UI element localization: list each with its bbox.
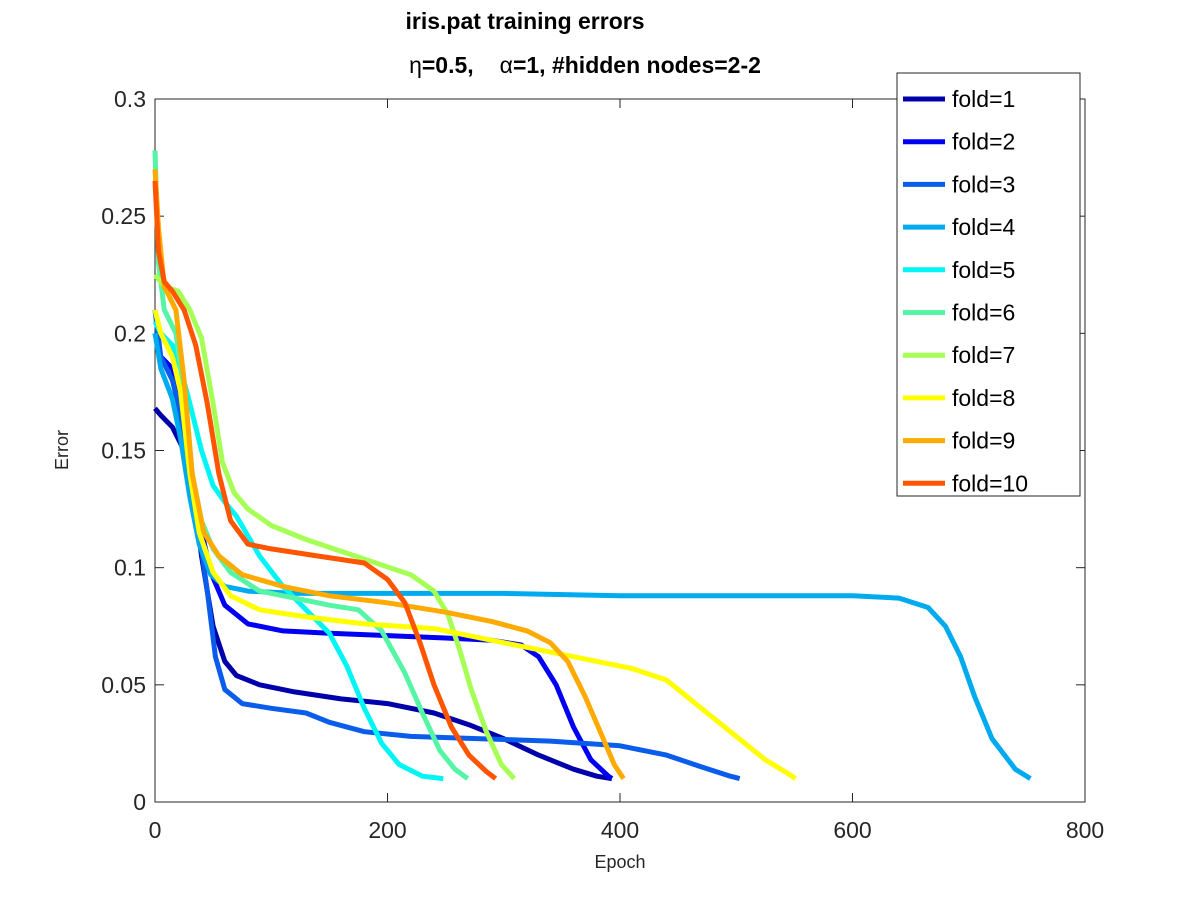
eta-value: =0.5, bbox=[422, 52, 474, 78]
y-tick-label: 0.2 bbox=[114, 320, 146, 346]
y-axis-label: Error bbox=[52, 430, 72, 470]
legend-label-fold-3: fold=3 bbox=[952, 171, 1015, 197]
legend-label-fold-10: fold=10 bbox=[952, 470, 1028, 496]
series-line-fold-8 bbox=[152, 309, 797, 781]
axis-ticks: 0 200 400 600 800 0 0.05 0.1 0.15 0.2 0.25 0.3 bbox=[101, 86, 1104, 843]
series-line-fold-10 bbox=[152, 180, 498, 781]
series-line-fold-9 bbox=[152, 169, 626, 780]
y-tick-label: 0.25 bbox=[101, 203, 146, 229]
series-line-fold-6 bbox=[152, 150, 470, 781]
alpha-and-nodes: =1, #hidden nodes=2-2 bbox=[513, 52, 761, 78]
y-tick-label: 0.1 bbox=[114, 555, 146, 581]
x-tick-label: 800 bbox=[1066, 817, 1104, 843]
series-layer bbox=[152, 150, 1032, 782]
x-tick-label: 400 bbox=[601, 817, 639, 843]
y-tick-label: 0.15 bbox=[101, 438, 146, 464]
eta-symbol: η bbox=[409, 52, 422, 78]
x-tick-label: 0 bbox=[149, 817, 162, 843]
chart-subtitle: η=0.5, α=1, #hidden nodes=2-2 bbox=[409, 52, 761, 78]
x-axis-label: Epoch bbox=[594, 852, 645, 872]
legend-label-fold-9: fold=9 bbox=[952, 428, 1015, 454]
legend: fold=1 fold=2 fold=3 fold=4 fold=5 fold=6 fold… bbox=[896, 72, 1081, 497]
y-tick-label: 0.3 bbox=[114, 86, 146, 112]
chart-title: iris.pat training errors bbox=[405, 8, 644, 34]
legend-label-fold-7: fold=7 bbox=[952, 342, 1015, 368]
y-tick-label: 0.05 bbox=[101, 672, 146, 698]
legend-label-fold-2: fold=2 bbox=[952, 129, 1015, 155]
x-tick-label: 600 bbox=[833, 817, 871, 843]
legend-label-fold-1: fold=1 bbox=[952, 86, 1015, 112]
legend-label-fold-5: fold=5 bbox=[952, 257, 1015, 283]
series-line-fold-7 bbox=[153, 273, 517, 781]
legend-label-fold-6: fold=6 bbox=[952, 300, 1015, 326]
series-line-fold-4 bbox=[152, 332, 1032, 781]
legend-label-fold-8: fold=8 bbox=[952, 385, 1015, 411]
y-tick-label: 0 bbox=[133, 789, 146, 815]
alpha-symbol: α bbox=[500, 52, 513, 78]
legend-label-fold-4: fold=4 bbox=[952, 214, 1016, 240]
x-tick-label: 200 bbox=[368, 817, 406, 843]
